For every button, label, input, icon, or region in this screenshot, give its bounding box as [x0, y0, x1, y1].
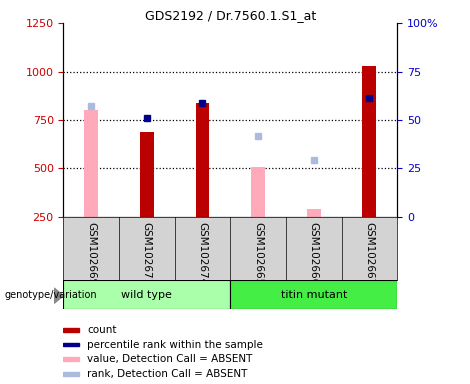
Bar: [251, 167, 265, 217]
Bar: [63, 358, 79, 361]
Text: count: count: [87, 325, 117, 335]
Text: GSM102665: GSM102665: [253, 222, 263, 285]
Title: GDS2192 / Dr.7560.1.S1_at: GDS2192 / Dr.7560.1.S1_at: [145, 9, 316, 22]
Text: titin mutant: titin mutant: [281, 290, 347, 300]
Polygon shape: [54, 288, 63, 303]
Text: GSM102669: GSM102669: [86, 222, 96, 285]
Text: percentile rank within the sample: percentile rank within the sample: [87, 339, 263, 349]
Bar: [63, 328, 79, 332]
Text: GSM102671: GSM102671: [142, 222, 152, 285]
Text: rank, Detection Call = ABSENT: rank, Detection Call = ABSENT: [87, 369, 248, 379]
Bar: [307, 209, 321, 217]
Text: value, Detection Call = ABSENT: value, Detection Call = ABSENT: [87, 354, 253, 364]
Text: genotype/variation: genotype/variation: [5, 290, 97, 300]
Bar: [63, 343, 79, 346]
Bar: [140, 132, 154, 217]
Text: GSM102667: GSM102667: [364, 222, 374, 285]
Text: GSM102666: GSM102666: [309, 222, 319, 285]
FancyBboxPatch shape: [230, 280, 397, 309]
Text: GSM102674: GSM102674: [197, 222, 207, 285]
Bar: [84, 110, 98, 217]
Bar: [196, 103, 210, 217]
FancyBboxPatch shape: [63, 280, 230, 309]
Bar: [362, 66, 376, 217]
Bar: [63, 372, 79, 376]
Text: wild type: wild type: [121, 290, 172, 300]
